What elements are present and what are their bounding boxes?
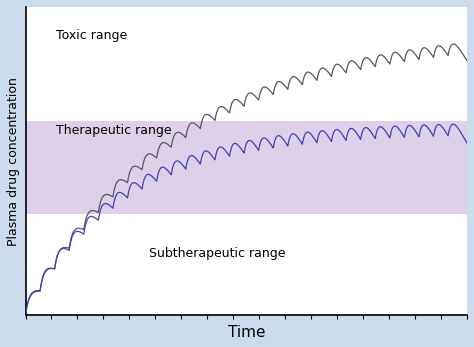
Text: Therapeutic range: Therapeutic range xyxy=(56,124,172,137)
Bar xyxy=(26,121,467,213)
Text: Toxic range: Toxic range xyxy=(56,28,128,42)
X-axis label: Time: Time xyxy=(228,325,265,340)
Text: Subtherapeutic range: Subtherapeutic range xyxy=(149,247,286,261)
Y-axis label: Plasma drug concentration: Plasma drug concentration xyxy=(7,77,20,246)
